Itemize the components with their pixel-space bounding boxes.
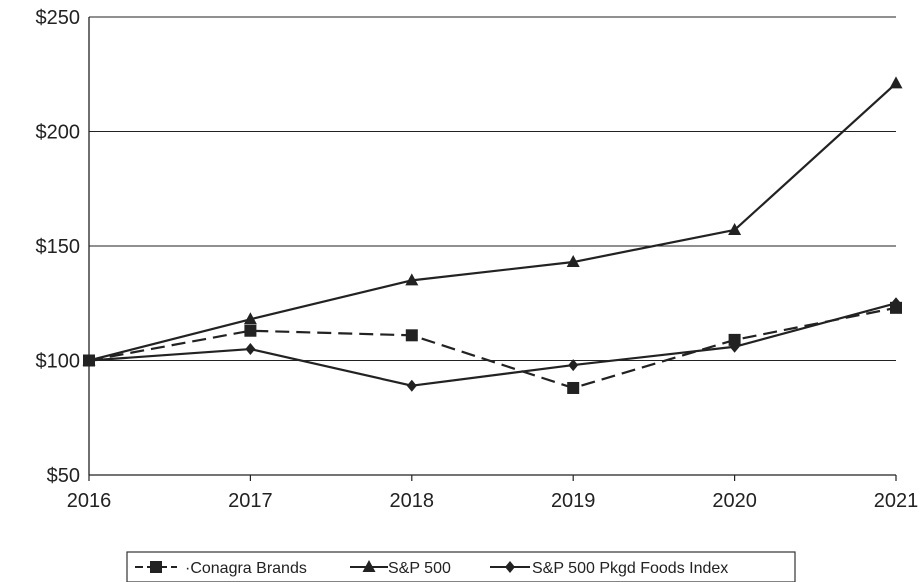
x-tick-label: 2016 — [67, 490, 112, 512]
data-point-conagra-brands — [405, 329, 418, 342]
y-tick-label: $200 — [36, 122, 81, 144]
legend-box — [126, 551, 796, 582]
data-point-conagra-brands — [567, 381, 580, 394]
x-tick-label: 2018 — [390, 490, 435, 512]
series-conagra-brands — [83, 301, 902, 394]
y-tick-label: $250 — [36, 7, 81, 29]
legend-item-sp-500-pkgd-foods-index: S&P 500 Pkgd Foods Index — [490, 560, 728, 577]
data-point-sp-500 — [566, 255, 580, 268]
legend-marker — [362, 560, 376, 572]
data-point-sp-500-pkgd-foods-index — [568, 359, 579, 372]
x-tick-label: 2019 — [551, 490, 596, 512]
data-point-conagra-brands — [83, 354, 95, 367]
data-point-conagra-brands — [244, 324, 257, 337]
data-point-sp-500 — [728, 222, 742, 235]
legend-item-conagra-brands: ·Conagra Brands — [135, 560, 307, 577]
series-line-sp-500 — [88, 82, 897, 362]
data-point-sp-500 — [889, 76, 903, 89]
series-line-conagra-brands — [88, 306, 897, 390]
legend-item-sp-500: S&P 500 — [350, 560, 451, 577]
y-tick-label: $150 — [36, 236, 81, 258]
data-point-conagra-brands — [728, 333, 741, 346]
x-axis-ticks: 2016 2017 2018 2019 2020 2021 — [67, 475, 919, 512]
legend-items: ·Conagra Brands S&P 500 S&P 500 Pkgd Foods… — [135, 560, 728, 577]
data-point-sp-500-pkgd-foods-index — [245, 343, 256, 356]
x-tick-label: 2021 — [874, 490, 919, 512]
legend-label: ·Conagra Brands — [185, 560, 307, 577]
series-group — [82, 76, 903, 394]
x-tick-label: 2020 — [712, 490, 757, 512]
legend-label: S&P 500 Pkgd Foods Index — [532, 560, 728, 577]
data-point-conagra-brands — [890, 301, 902, 314]
data-point-sp-500 — [243, 312, 257, 325]
gridlines — [89, 16, 896, 476]
legend: ·Conagra Brands S&P 500 S&P 500 Pkgd Foods… — [126, 551, 796, 582]
x-tick-label: 2017 — [228, 490, 273, 512]
y-axis-ticks: $50 $100 $150 $200 $250 — [36, 7, 81, 487]
legend-marker — [505, 561, 515, 573]
data-point-sp-500 — [405, 273, 419, 286]
series-sp-500 — [82, 76, 903, 366]
legend-marker — [150, 561, 162, 573]
data-point-sp-500-pkgd-foods-index — [406, 379, 417, 392]
y-tick-label: $50 — [47, 465, 80, 487]
legend-label: S&P 500 — [388, 560, 451, 577]
axes — [88, 17, 896, 476]
series-sp-500-pkgd-foods-index — [84, 297, 901, 392]
series-line-sp-500-pkgd-foods-index — [88, 302, 897, 387]
y-tick-label: $100 — [36, 351, 81, 373]
